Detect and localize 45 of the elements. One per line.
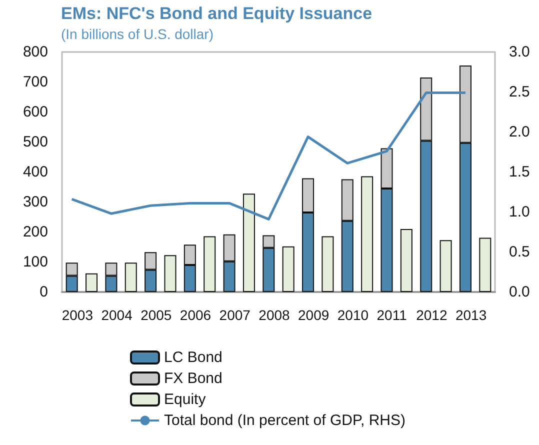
bar [400,229,412,292]
y2-tick-label: 2.0 [509,124,530,140]
x-tick-label: 2013 [455,307,487,323]
legend-label: Equity [164,391,206,408]
legend-label: LC Bond [164,349,222,366]
legend-label: FX Bond [164,370,222,387]
x-tick-label: 2004 [101,307,133,323]
bar [204,236,216,292]
y-tick-label: 700 [22,74,48,90]
y2-tick-label: 1.0 [509,204,530,220]
chart-title: EMs: NFC's Bond and Equity Issuance [61,4,372,23]
legend-label: Total bond (In percent of GDP, RHS) [164,412,406,429]
y-tick-label: 400 [22,164,48,180]
x-tick-label: 2009 [298,307,330,323]
y-tick-label: 600 [22,104,48,120]
bar [86,273,98,292]
x-tick-label: 2008 [258,307,290,323]
y2-tick-label: 0.5 [509,244,530,260]
bar [440,240,452,292]
y-tick-label: 200 [22,224,48,240]
y2-tick-label: 2.5 [509,84,530,100]
x-tick-label: 2007 [219,307,251,323]
bar [242,194,255,292]
chart-subtitle: (In billions of U.S. dollar) [61,26,214,42]
x-tick-label: 2003 [62,307,94,323]
bar [124,262,137,292]
x-tick-label: 2006 [180,307,212,323]
bar [282,246,294,292]
y-tick-label: 0 [40,284,48,300]
y-tick-label: 800 [22,44,48,60]
y-tick-label: 300 [22,194,48,210]
x-tick-label: 2005 [140,307,172,323]
y-tick-label: 500 [22,134,48,150]
y2-tick-label: 1.5 [509,164,530,180]
x-tick-label: 2011 [376,307,408,323]
x-tick-label: 2012 [416,307,448,323]
bar [164,255,176,292]
bar [361,176,374,292]
y2-tick-label: 0.0 [509,284,530,300]
line-series [70,92,467,220]
y-tick-label: 100 [22,254,48,270]
x-tick-label: 2010 [337,307,369,323]
y2-tick-label: 3.0 [509,44,530,60]
bar [479,238,492,292]
bar [322,236,334,292]
